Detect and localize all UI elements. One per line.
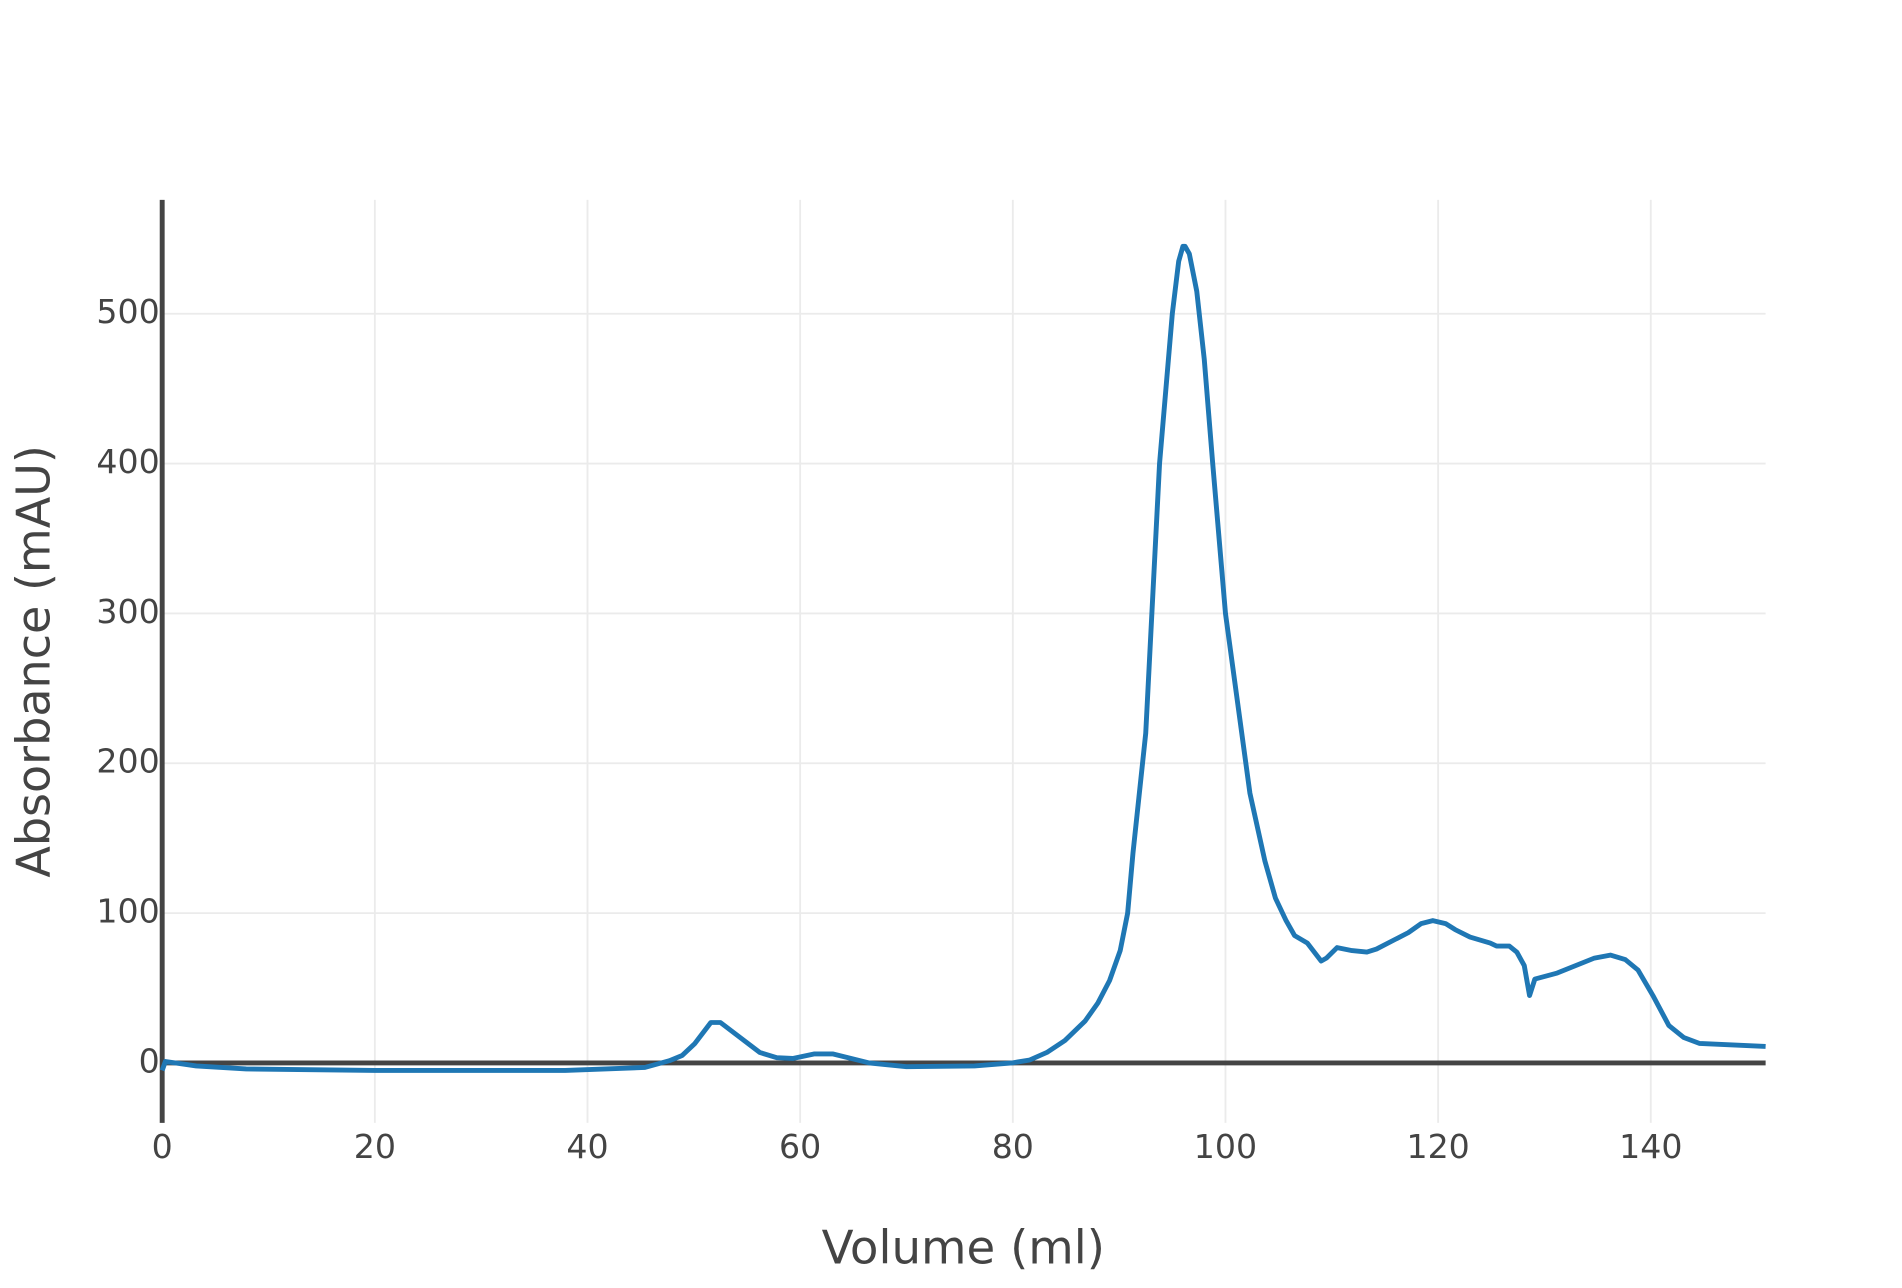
x-tick-label: 0 (152, 1127, 173, 1166)
x-tick-label: 40 (566, 1127, 608, 1166)
y-tick-label: 0 (139, 1042, 160, 1081)
data-line (159, 243, 1766, 1073)
y-tick-label: 400 (96, 442, 159, 481)
x-tick-label: 20 (354, 1127, 396, 1166)
y-tick-label: 300 (96, 592, 159, 631)
x-tick-label: 100 (1194, 1127, 1257, 1166)
x-tick-label: 60 (779, 1127, 821, 1166)
x-tick-label: 140 (1619, 1127, 1682, 1166)
y-tick-label: 100 (96, 892, 159, 931)
y-tick-label: 500 (96, 292, 159, 331)
x-tick-label: 80 (992, 1127, 1034, 1166)
y-tick-label: 200 (96, 742, 159, 781)
x-axis-title: Volume (ml) (822, 1221, 1105, 1275)
y-axis-title: Absorbance (mAU) (6, 445, 60, 878)
x-tick-label: 120 (1406, 1127, 1469, 1166)
